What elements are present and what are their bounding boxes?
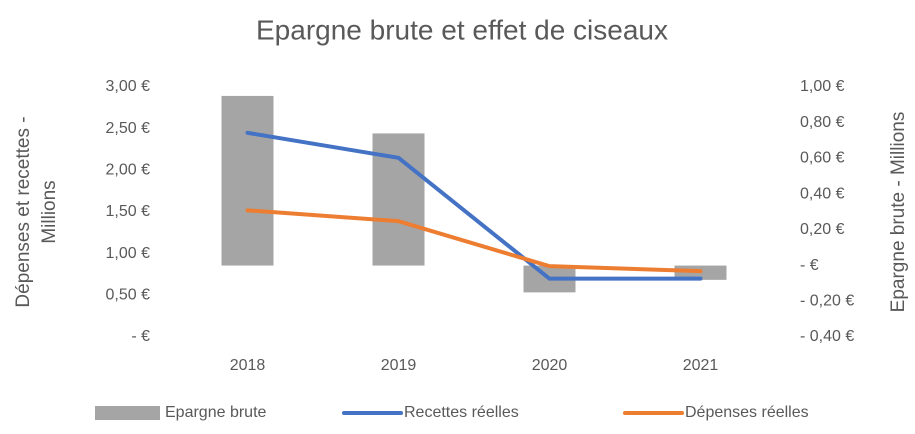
y2-tick-label: 0,80 € bbox=[800, 114, 845, 131]
y-tick-label: 1,00 € bbox=[106, 245, 151, 262]
line bbox=[245, 208, 703, 274]
bar bbox=[221, 95, 274, 266]
y2-tick-label: 0,60 € bbox=[800, 150, 845, 167]
legend-swatch bbox=[95, 406, 160, 420]
x-tick-label: 2020 bbox=[532, 357, 568, 374]
y2-tick-label: - 0,40 € bbox=[800, 328, 854, 345]
y-tick-label: 3,00 € bbox=[106, 78, 151, 95]
y2-tick-label: 0,20 € bbox=[800, 221, 845, 238]
y2-axis-label: Epargne brute - Millions bbox=[888, 112, 909, 313]
y2-tick-label: 0,40 € bbox=[800, 185, 845, 202]
y-axis-label: Millions bbox=[39, 180, 60, 243]
y-tick-label: 2,50 € bbox=[106, 120, 151, 137]
y-tick-label: 1,50 € bbox=[106, 203, 151, 220]
x-tick-label: 2019 bbox=[381, 357, 417, 374]
y2-tick-label: 1,00 € bbox=[800, 78, 845, 95]
line bbox=[245, 130, 703, 281]
y2-tick-label: - 0,20 € bbox=[800, 293, 854, 310]
y-axis-label: Dépenses et recettes - bbox=[13, 116, 34, 307]
legend-label: Epargne brute bbox=[165, 404, 267, 421]
y2-tick-label: - € bbox=[800, 257, 819, 274]
x-tick-label: 2018 bbox=[230, 357, 266, 374]
y-tick-label: 2,00 € bbox=[106, 162, 151, 179]
x-tick-label: 2021 bbox=[683, 357, 719, 374]
legend-label: Recettes réelles bbox=[404, 404, 519, 421]
chart-title: Epargne brute et effet de ciseaux bbox=[256, 14, 668, 45]
y-tick-label: - € bbox=[131, 328, 150, 345]
legend-label: Dépenses réelles bbox=[685, 404, 809, 421]
y-tick-label: 0,50 € bbox=[106, 287, 151, 304]
